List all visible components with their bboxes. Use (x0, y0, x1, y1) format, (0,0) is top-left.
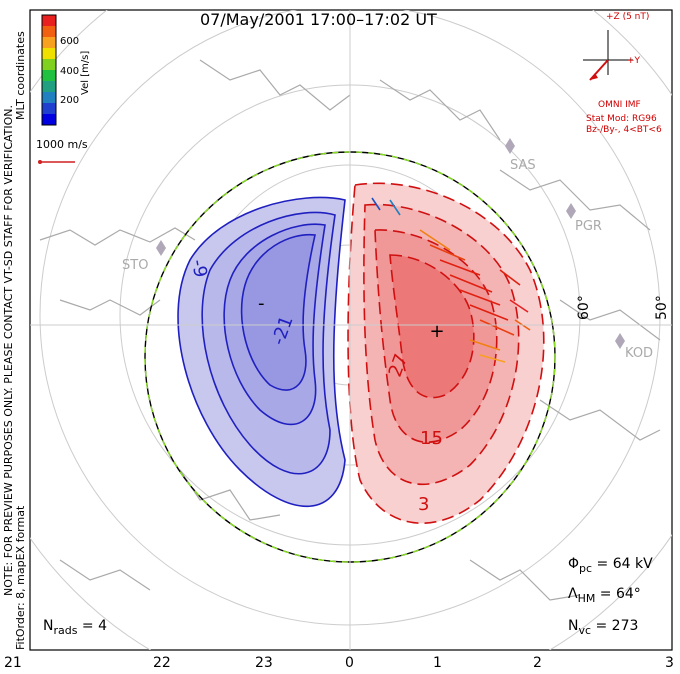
station-markers (156, 138, 625, 349)
imf-y-label: +Y (627, 56, 641, 66)
colorbar-swatch (42, 15, 56, 27)
mlt-tick: 2 (533, 655, 542, 671)
colorbar-swatch (42, 59, 56, 71)
mlt-tick: 22 (153, 655, 171, 671)
imf-condition: Bz-/By-, 4<BT<6 (586, 125, 662, 135)
mlt-tick: 0 (345, 655, 354, 671)
velocity-colorbar (41, 14, 57, 126)
lat-label-50: 50° (654, 295, 670, 320)
colorbar-swatch (42, 92, 56, 104)
colorbar-tick: 400 (60, 66, 80, 77)
station-icon-sas (505, 138, 515, 154)
colorbar-label: Vel [m/s] (80, 50, 91, 95)
positive-potential-cell (347, 182, 545, 524)
velocity-vectors (371, 197, 531, 363)
station-label-pgr: PGR (575, 219, 602, 234)
page-title: 07/May/2001 17:00–17:02 UT (200, 10, 437, 29)
mlt-tick: 1 (433, 655, 442, 671)
colorbar-swatch (42, 26, 56, 38)
nvc-stat: Nvc = 273 (568, 618, 639, 637)
imf-z-label: +Z (5 nT) (606, 12, 650, 22)
vector-scale-dot (38, 160, 42, 164)
colorbar-border (41, 14, 57, 126)
lat-label-60: 60° (576, 295, 592, 320)
colorbar-swatch (42, 81, 56, 93)
station-icon-kod (615, 333, 625, 349)
station-label-sas: SAS (510, 158, 536, 173)
contour-label: 15 (420, 428, 443, 449)
max-potential-marker: + (429, 321, 444, 342)
negative-potential-cell (177, 196, 346, 508)
colorbar-swatch (42, 37, 56, 49)
colorbar-swatch (42, 70, 56, 82)
imf-source: OMNI IMF (598, 100, 641, 110)
colorbar-swatch (42, 103, 56, 115)
colorbar-tick: 200 (60, 95, 80, 106)
lambda-hm-stat: ΛHM = 64° (568, 586, 641, 605)
colorbar-swatch (42, 48, 56, 60)
mlt-tick: 21 (4, 655, 22, 671)
station-label-sto: STO (122, 258, 149, 273)
imf-arrow-icon (590, 73, 598, 80)
nrads-stat: Nrads = 4 (43, 618, 108, 637)
phi-pc-stat: Φpc = 64 kV (568, 556, 653, 575)
station-icon-sto (156, 240, 166, 256)
vector-scale-label: 1000 m/s (36, 138, 88, 151)
contour-label: 3 (418, 494, 430, 515)
mlt-tick: 23 (255, 655, 273, 671)
station-label-kod: KOD (625, 346, 654, 361)
mlt-tick: 3 (665, 655, 674, 671)
contour-label: -9 (187, 257, 211, 280)
fit-order-label: FitOrder: 8, mapEX format (14, 505, 27, 650)
colorbar-tick: 600 (60, 36, 80, 47)
imf-dial (583, 30, 633, 81)
stat-model: Stat Mod: RG96 (586, 114, 657, 124)
colorbar-swatch (42, 114, 56, 126)
coords-label: MLT coordinates (14, 31, 27, 120)
min-potential-marker: - (258, 293, 265, 314)
grid-axes (30, 10, 672, 650)
station-icon-pgr (566, 203, 576, 219)
